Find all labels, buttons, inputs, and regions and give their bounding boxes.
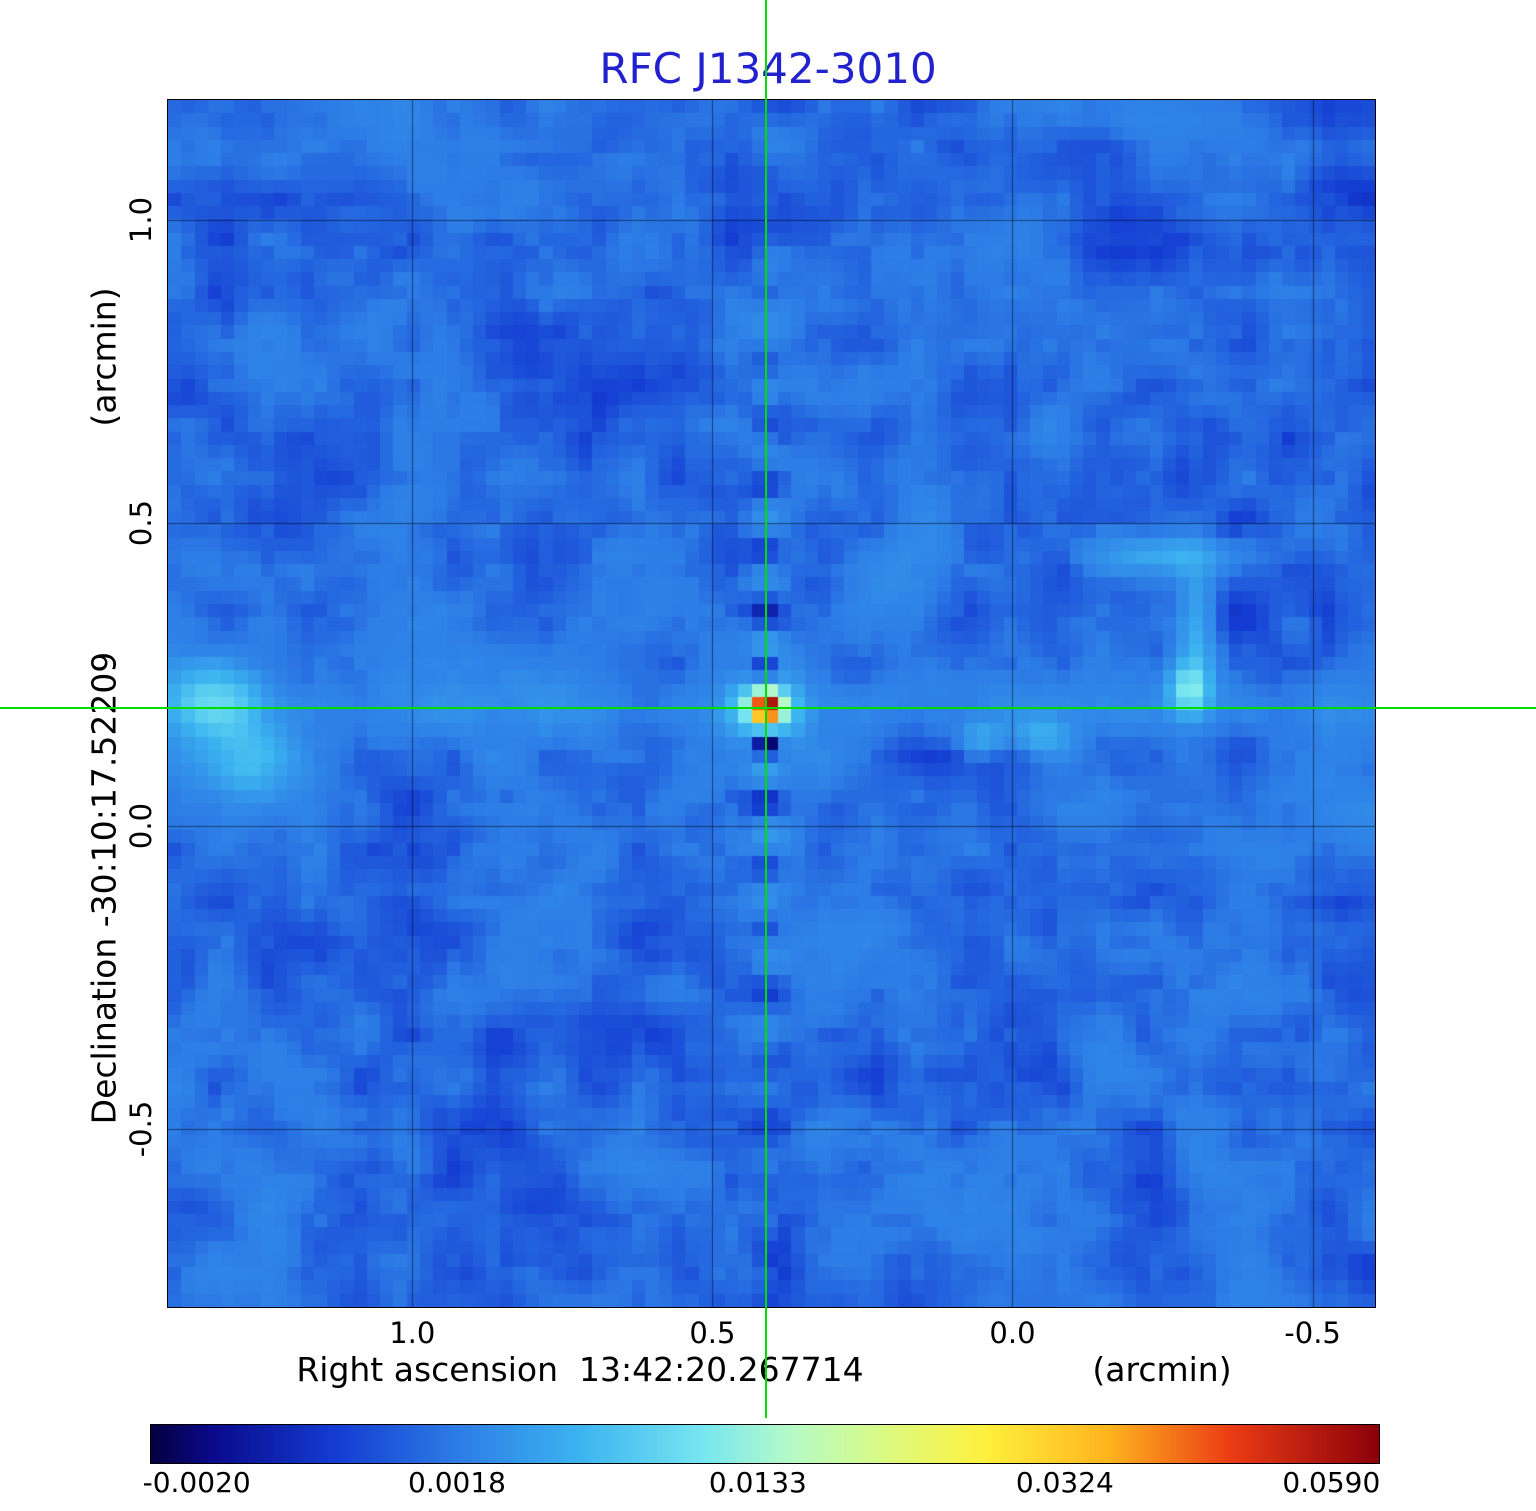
colorbar-tick-label: 0.0590 (1282, 1466, 1381, 1499)
x-tick-label: 1.0 (389, 1316, 436, 1350)
y-tick-label: -0.5 (124, 1100, 158, 1158)
x-tick-label: 0.5 (689, 1316, 736, 1350)
crosshair-vertical-line (765, 0, 768, 1418)
y-tick-label: 0.5 (124, 499, 158, 546)
figure-title: RFC J1342-3010 (599, 44, 937, 93)
crosshair-horizontal-line (0, 706, 1536, 709)
colorbar (150, 1424, 1380, 1464)
y-tick-label: 1.0 (124, 196, 158, 244)
x-tick-label: 0.0 (989, 1316, 1036, 1350)
colorbar-tick-label: 0.0133 (708, 1466, 807, 1499)
colorbar-tick-label: 0.0018 (408, 1466, 506, 1499)
colorbar-tick-label: 0.0324 (1015, 1466, 1114, 1499)
x-axis-label: Right ascension 13:42:20.267714 (296, 1350, 864, 1389)
x-axis-unit-label: (arcmin) (1092, 1350, 1232, 1389)
colorbar-tick-label: -0.0020 (142, 1466, 251, 1499)
heatmap-canvas (168, 100, 1375, 1307)
colorbar-tick-labels: -0.0020 0.0018 0.0133 0.0324 0.0590 (143, 1466, 1381, 1502)
plot-area (167, 99, 1376, 1308)
y-tick-label: 0.0 (124, 802, 158, 849)
x-tick-label: -0.5 (1284, 1316, 1341, 1350)
